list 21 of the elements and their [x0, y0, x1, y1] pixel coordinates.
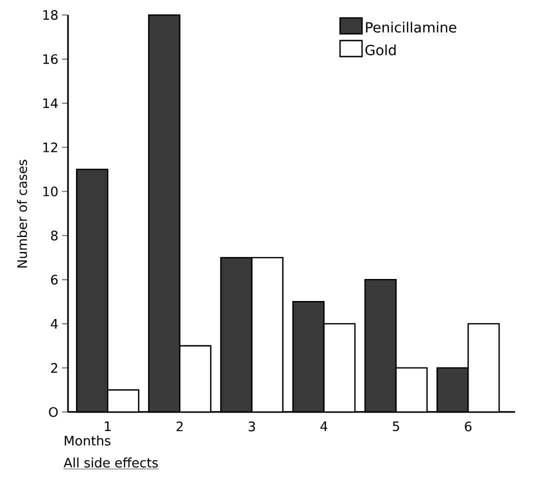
legend-label: Penicillamine — [366, 22, 456, 33]
y-tick-label: 12 — [43, 142, 58, 152]
y-tick-label: O — [48, 407, 58, 417]
x-tick-label: 5 — [392, 422, 400, 432]
y-tick-label: 6 — [51, 274, 58, 285]
x-tick-label: 1 — [104, 422, 111, 431]
y-axis-title: Number of cases — [16, 160, 28, 268]
y-tick-label: 2 — [51, 363, 58, 373]
x-tick-label: 3 — [248, 422, 255, 432]
y-tick-label: 14 — [43, 98, 58, 108]
y-tick-label: 8 — [51, 230, 58, 240]
y-tick-label: 4 — [50, 319, 58, 329]
x-tick-label: 2 — [176, 422, 183, 432]
y-tick-label: 10 — [43, 186, 58, 196]
x-tick-label: 6 — [464, 422, 472, 432]
x-axis-title: Months — [64, 436, 110, 446]
legend-label: Gold — [365, 44, 396, 56]
y-tick-label: 16 — [43, 54, 58, 64]
x-tick-label: 4 — [320, 422, 328, 431]
y-tick-label: 18 — [43, 10, 58, 20]
text: All side effects — [64, 458, 158, 468]
